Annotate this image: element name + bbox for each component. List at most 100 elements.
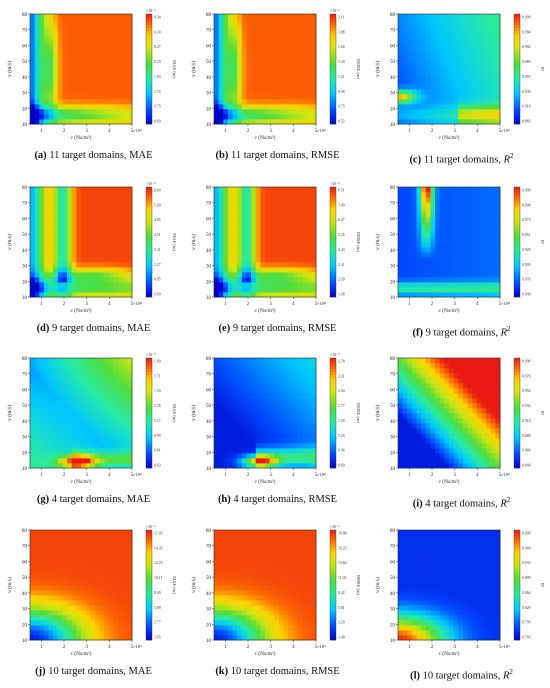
heatmap-cell (49, 363, 54, 368)
heatmap-cell (454, 287, 459, 292)
heatmap-cell (435, 74, 440, 79)
heatmap-cell (477, 388, 482, 393)
heatmap-cell (472, 252, 477, 257)
heatmap-cell (458, 252, 463, 257)
heatmap-cell (72, 433, 77, 438)
heatmap-cell (417, 119, 422, 124)
heatmap-cell (486, 99, 491, 104)
heatmap-cell (118, 232, 123, 237)
heatmap-cell (435, 197, 440, 202)
heatmap-cell (81, 212, 86, 217)
heatmap-cell (302, 74, 307, 79)
heatmap-cell (62, 247, 67, 252)
heatmap-cell (100, 212, 105, 217)
heatmap-cell (67, 368, 72, 373)
heatmap-cell (67, 14, 72, 19)
heatmap-cell (219, 428, 224, 433)
heatmap-cell (100, 388, 105, 393)
heatmap-cell (86, 74, 91, 79)
colorbar-segment (146, 234, 152, 237)
colorbar-segment (146, 275, 152, 278)
heatmap-cell (302, 64, 307, 69)
heatmap-cell (81, 14, 86, 19)
heatmap-cell (297, 393, 302, 398)
heatmap-cell (251, 94, 256, 99)
heatmap-cell (100, 109, 105, 114)
heatmap-cell (104, 292, 109, 297)
heatmap-cell (104, 408, 109, 413)
heatmap-cell (398, 14, 403, 19)
heatmap-cell (214, 192, 219, 197)
heatmap-cell (311, 109, 316, 114)
heatmap-cell (454, 272, 459, 277)
heatmap-cell (293, 443, 298, 448)
heatmap-cell (246, 292, 251, 297)
heatmap-cell (49, 187, 54, 192)
heatmap-cell (468, 217, 473, 222)
heatmap-cell (440, 448, 445, 453)
heatmap-cell (398, 438, 403, 443)
heatmap-cell (228, 398, 233, 403)
heatmap-cell (495, 104, 500, 109)
heatmap-cell (62, 267, 67, 272)
heatmap-cell (76, 232, 81, 237)
colorbar-segment (146, 25, 152, 28)
heatmap-cell (30, 403, 35, 408)
heatmap-cell (44, 463, 49, 468)
colorbar-tick-label: 0.69 (338, 464, 345, 468)
heatmap-cell (30, 59, 35, 64)
heatmap-cell (86, 187, 91, 192)
heatmap-cell (76, 34, 81, 39)
heatmap-cell (274, 272, 279, 277)
heatmap-cell (58, 237, 63, 242)
heatmap-cell (270, 49, 275, 54)
colorbar-label: RMSE (m) (356, 232, 361, 252)
heatmap-cell (288, 282, 293, 287)
heatmap-cell (113, 408, 118, 413)
heatmap-cell (58, 373, 63, 378)
heatmap-cell (214, 418, 219, 423)
heatmap-cell (123, 428, 128, 433)
heatmap-cell (256, 29, 261, 34)
heatmap-cell (472, 373, 477, 378)
heatmap-cell (76, 44, 81, 49)
heatmap-cell (463, 19, 468, 24)
heatmap-cell (104, 232, 109, 237)
heatmap-cell (477, 433, 482, 438)
x-tick-label: 4 (292, 129, 295, 134)
heatmap-cell (307, 49, 312, 54)
heatmap-cell (398, 453, 403, 458)
heatmap-cell (288, 378, 293, 383)
heatmap-cell (421, 292, 426, 297)
colorbar-segment (330, 36, 336, 39)
heatmap-cell (481, 443, 486, 448)
heatmap-cell (458, 418, 463, 423)
heatmap-cell (477, 14, 482, 19)
colorbar-segment (514, 209, 520, 212)
heatmap-cell (435, 232, 440, 237)
heatmap-cell (242, 388, 247, 393)
heatmap-cell (62, 242, 67, 247)
heatmap-cell (435, 408, 440, 413)
heatmap-cell (104, 433, 109, 438)
heatmap-cell (67, 99, 72, 104)
heatmap-cell (421, 49, 426, 54)
heatmap-cell (407, 212, 412, 217)
colorbar-tick-label: 0.98 (338, 90, 345, 94)
heatmap-cell (458, 388, 463, 393)
colorbar-segment (330, 17, 336, 20)
heatmap-cell (486, 34, 491, 39)
heatmap-cell (251, 34, 256, 39)
heatmap-cell (421, 287, 426, 292)
caption-domains: 11 target domains, (421, 155, 504, 166)
heatmap-cell (123, 393, 128, 398)
heatmap-cell (95, 448, 100, 453)
heatmap-cell (237, 89, 242, 94)
heatmap-cell (118, 202, 123, 207)
heatmap-cell (477, 197, 482, 202)
heatmap-cell (403, 423, 408, 428)
heatmap-cell (72, 84, 77, 89)
colorbar-segment (146, 402, 152, 405)
heatmap-cell (472, 227, 477, 232)
